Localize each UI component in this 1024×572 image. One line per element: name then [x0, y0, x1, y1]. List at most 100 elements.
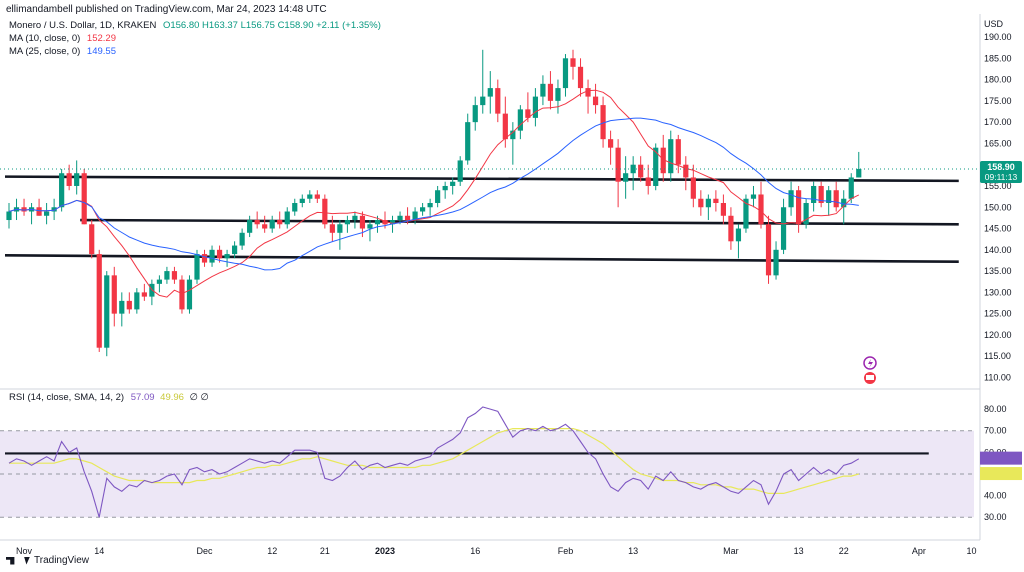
axes: USD 190.00 185.00 180.00 175.00 170.00 165.00 1… — [0, 14, 1022, 556]
ma25-legend[interactable]: MA (25, close, 0) 149.55 — [9, 46, 116, 57]
candle-body — [780, 207, 787, 250]
level-line — [4, 175, 959, 183]
time-tick: 10 — [967, 546, 977, 556]
rsi-sma-value: 49.96 — [160, 392, 184, 403]
countdown-value: 09:11:13 — [985, 172, 1018, 182]
candle-body — [329, 224, 335, 233]
candle-body — [502, 113, 508, 140]
price-tick: 155.00 — [984, 181, 1012, 191]
time-tick: 2023 — [375, 546, 395, 556]
time-tick: 22 — [839, 546, 849, 556]
candle-body — [216, 249, 223, 259]
candle-body — [322, 198, 328, 225]
brand-name: TradingView — [34, 555, 90, 566]
candle-body — [811, 185, 817, 203]
candle-body — [239, 232, 245, 246]
candle-body — [201, 254, 208, 263]
time-tick: Dec — [197, 546, 214, 556]
flag-icon-stripe — [866, 375, 874, 380]
rsi-legend[interactable]: RSI (14, close, SMA, 14, 2) 57.09 49.96 … — [9, 392, 209, 403]
rsi-tick: 40.00 — [984, 491, 1007, 501]
tv-logo-icon-2 — [24, 556, 30, 565]
candle-body — [510, 130, 516, 140]
rsi-sma-value-tag — [980, 467, 1022, 481]
candle-body — [74, 173, 80, 186]
candles — [6, 49, 862, 357]
candle-body — [96, 254, 102, 348]
last-price-value: 158.90 — [987, 162, 1015, 172]
price-tick: 150.00 — [984, 202, 1012, 212]
candle-body — [517, 109, 523, 131]
rsi-tick: 70.00 — [984, 426, 1007, 436]
candle-body — [555, 88, 561, 101]
candle-body — [577, 66, 584, 89]
candle-body — [119, 300, 125, 314]
ma10-label: MA (10, close, 0) — [9, 33, 81, 44]
tradingview-logo[interactable]: TradingView — [6, 555, 89, 566]
rsi-tick: 30.00 — [984, 512, 1007, 522]
time-tick: Nov — [16, 546, 33, 556]
price-tick: 175.00 — [984, 96, 1012, 106]
price-tick: 135.00 — [984, 266, 1012, 276]
level-line — [80, 218, 959, 226]
candle-body — [705, 198, 711, 208]
time-tick: Apr — [912, 546, 926, 556]
candle-body — [262, 224, 268, 229]
candle-body — [224, 254, 230, 259]
candle-body — [653, 147, 659, 186]
candle-body — [683, 164, 689, 178]
candle-body — [397, 215, 403, 221]
currency-label: USD — [984, 19, 1004, 29]
candle-body — [773, 249, 779, 276]
candle-body — [36, 207, 42, 216]
candle-body — [735, 228, 742, 242]
candle-body — [532, 96, 538, 118]
time-tick: 12 — [267, 546, 277, 556]
symbol-legend[interactable]: Monero / U.S. Dollar, 1D, KRAKEN O156.80… — [9, 20, 381, 31]
candle-body — [720, 203, 726, 216]
candle-body — [457, 160, 463, 182]
time-tick: Mar — [723, 546, 739, 556]
candle-body — [89, 224, 95, 255]
level-line — [4, 254, 959, 264]
candle-body — [284, 211, 290, 225]
candle-body — [826, 190, 832, 203]
tv-logo-icon — [6, 556, 15, 565]
price-tick: 115.00 — [984, 351, 1011, 361]
ohlc-values: O156.80 H163.37 L156.75 C158.90 +2.11 (+… — [162, 20, 381, 31]
time-tick: 21 — [320, 546, 330, 556]
ma10-legend[interactable]: MA (10, close, 0) 152.29 — [9, 33, 116, 44]
price-tick: 185.00 — [984, 53, 1012, 63]
candle-body — [6, 211, 12, 221]
candle-body — [299, 198, 305, 203]
publisher-text: ellimandambell published on TradingView.… — [6, 4, 327, 15]
candle-body — [592, 96, 599, 106]
candle-body — [487, 88, 493, 97]
ma10-value: 152.29 — [86, 33, 116, 44]
time-tick: Feb — [558, 546, 574, 556]
rsi-extra: ∅ ∅ — [189, 392, 209, 403]
candle-body — [314, 194, 320, 199]
candle-body — [247, 220, 253, 233]
candle-body — [59, 173, 65, 208]
candle-body — [547, 83, 554, 101]
candle-body — [615, 147, 621, 182]
candle-body — [442, 185, 448, 191]
candle-body — [111, 275, 117, 314]
candle-body — [450, 181, 456, 186]
chart-icons — [863, 356, 877, 384]
candle-body — [796, 190, 802, 225]
candle-body — [21, 207, 27, 212]
candle-body — [156, 279, 162, 284]
candle-body — [638, 164, 644, 178]
price-tick: 180.00 — [984, 75, 1012, 85]
candle-body — [352, 215, 358, 221]
candle-body — [269, 220, 275, 229]
rsi-tick: 80.00 — [984, 404, 1007, 414]
candle-body — [480, 96, 486, 106]
candle-body — [81, 173, 87, 225]
price-tick: 145.00 — [984, 224, 1012, 234]
candle-body — [344, 220, 350, 225]
rsi-lines — [8, 406, 860, 518]
